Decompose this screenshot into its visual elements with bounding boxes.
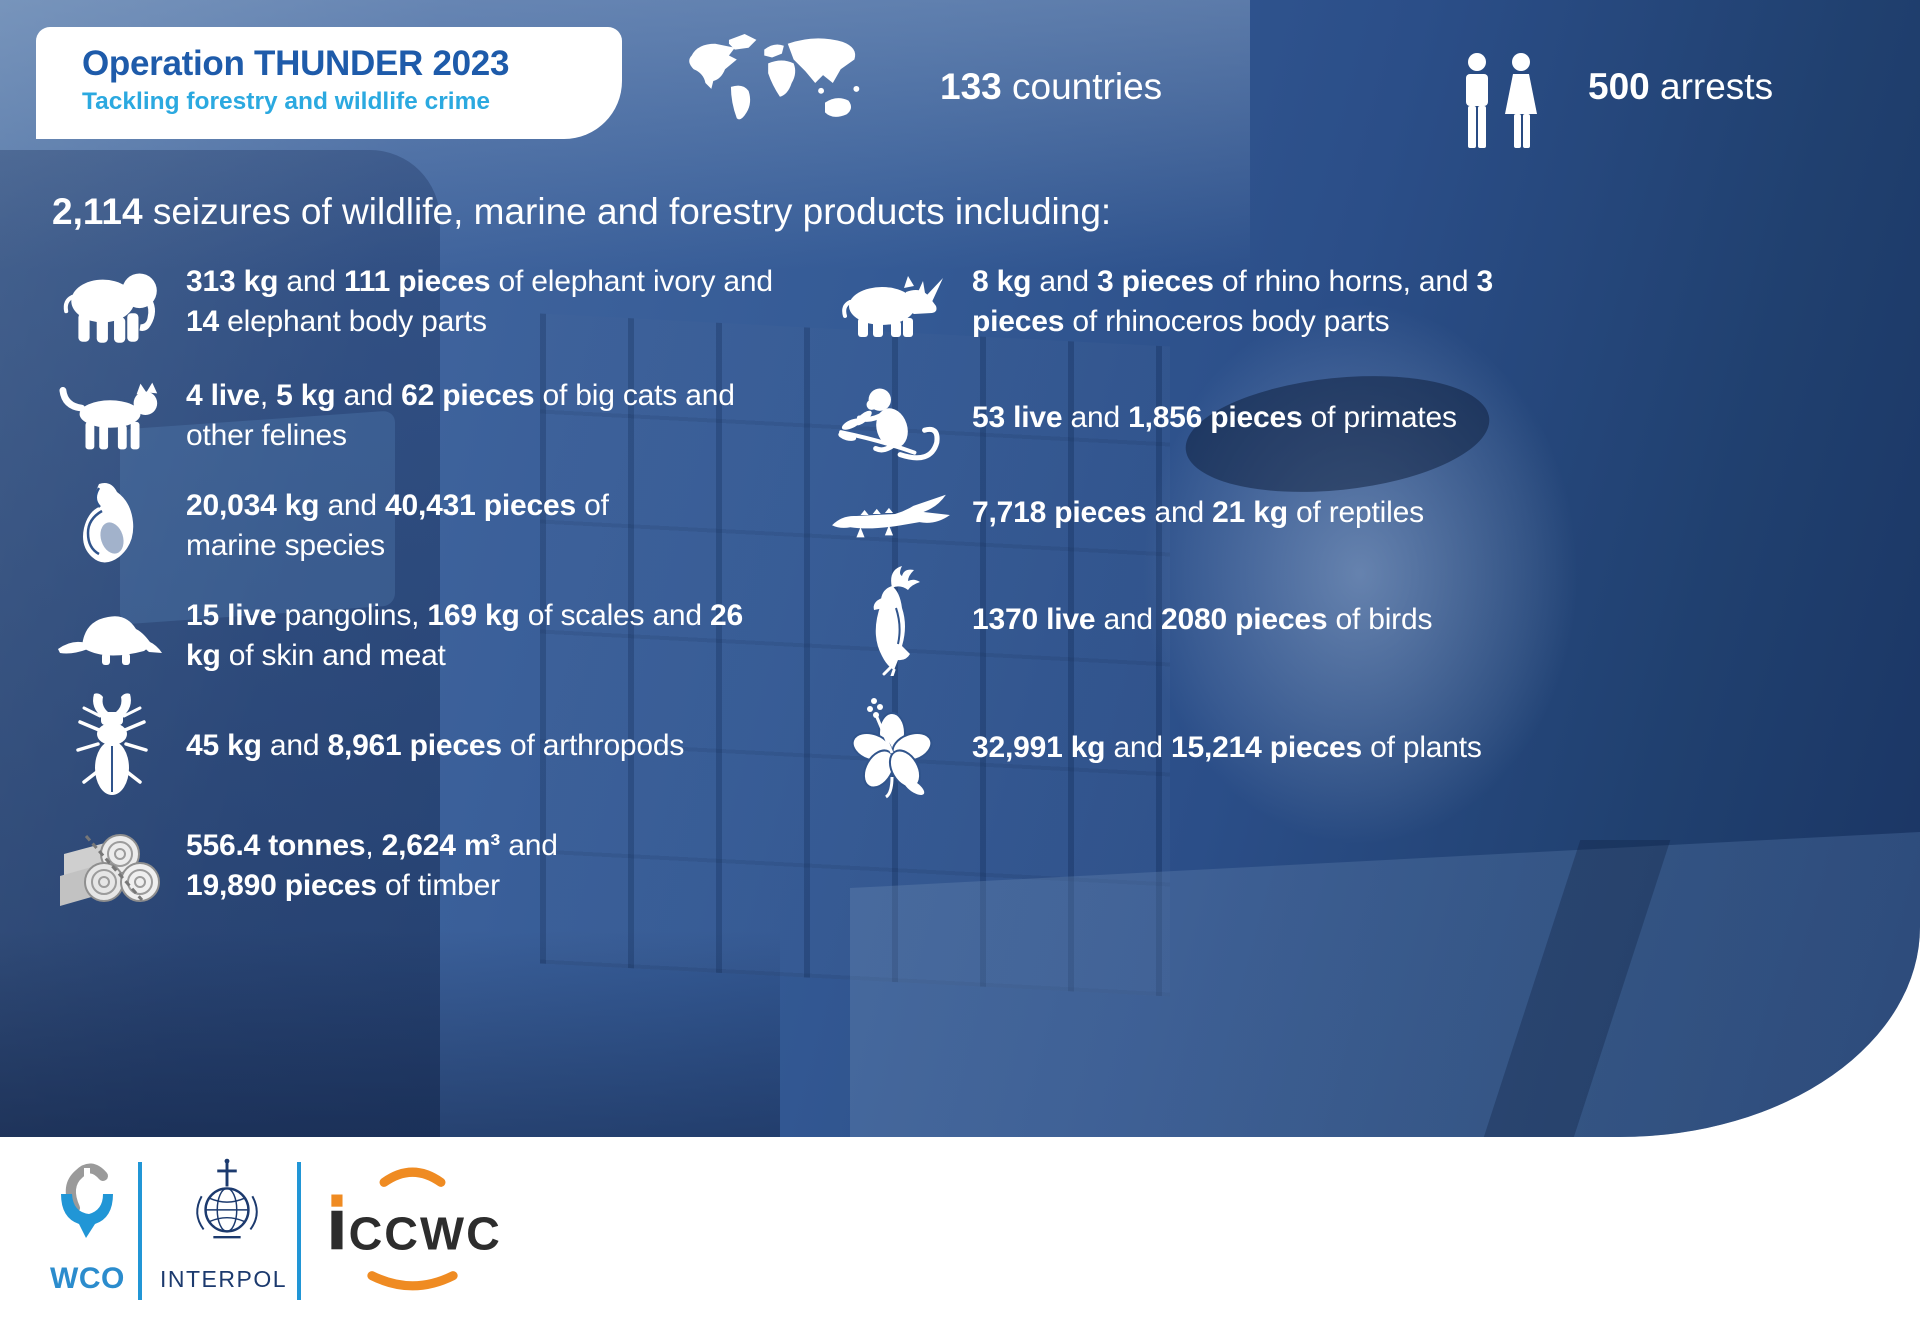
photo-dark-corner bbox=[0, 930, 780, 1137]
wco-logo bbox=[61, 1163, 113, 1238]
item-birds-text: 1370 live and 2080 pieces of birds bbox=[972, 603, 1433, 636]
wco-label: WCO bbox=[50, 1262, 125, 1295]
item-plants-text: 32,991 kg and 15,214 pieces of plants bbox=[972, 731, 1482, 764]
hibiscus-icon bbox=[812, 697, 972, 799]
arrests-stat: 500 arrests bbox=[1588, 66, 1773, 108]
cockatoo-icon bbox=[812, 564, 972, 676]
crocodile-icon bbox=[812, 486, 972, 540]
photo-airplane-nose bbox=[1070, 250, 1650, 970]
item-marine: 20,034 kg and 40,431 pieces of marine sp… bbox=[38, 470, 788, 582]
item-pangolin: 15 live pangolins, 169 kg of scales and … bbox=[38, 580, 788, 692]
page-title: Operation THUNDER 2023 bbox=[82, 44, 510, 83]
footer-divider bbox=[297, 1162, 301, 1300]
shell-icon bbox=[38, 480, 186, 572]
item-rhino: 8 kg and 3 pieces of rhino horns, and 3 … bbox=[812, 246, 1587, 358]
title-card: Operation THUNDER 2023 Tackling forestry… bbox=[36, 27, 622, 139]
item-rhino-text: 8 kg and 3 pieces of rhino horns, and 3 … bbox=[972, 265, 1493, 338]
world-map-icon bbox=[689, 34, 860, 120]
item-arthropods-text: 45 kg and 8,961 pieces of arthropods bbox=[186, 729, 685, 762]
big-cat-icon bbox=[38, 380, 186, 452]
item-timber: 556.4 tonnes, 2,624 m³ and 19,890 pieces… bbox=[38, 806, 788, 926]
item-marine-text: 20,034 kg and 40,431 pieces of marine sp… bbox=[186, 489, 609, 562]
item-timber-text: 556.4 tonnes, 2,624 m³ and 19,890 pieces… bbox=[186, 829, 558, 902]
monkey-icon bbox=[812, 371, 972, 465]
item-primates-text: 53 live and 1,856 pieces of primates bbox=[972, 401, 1457, 434]
arrests-label: arrests bbox=[1649, 66, 1774, 107]
item-elephant: 313 kg and 111 pieces of elephant ivory … bbox=[38, 246, 788, 358]
man-woman-icon bbox=[1466, 53, 1537, 148]
item-pangolin-text: 15 live pangolins, 169 kg of scales and … bbox=[186, 599, 744, 672]
item-arthropods: 45 kg and 8,961 pieces of arthropods bbox=[38, 690, 788, 802]
elephant-icon bbox=[38, 260, 186, 344]
countries-stat: 133 countries bbox=[940, 66, 1162, 108]
footer-divider bbox=[138, 1162, 142, 1300]
infographic-panel: Operation THUNDER 2023 Tackling forestry… bbox=[0, 0, 1920, 1137]
interpol-label: INTERPOL bbox=[160, 1266, 288, 1292]
item-primates: 53 live and 1,856 pieces of primates bbox=[812, 362, 1587, 474]
item-big-cats-text: 4 live, 5 kg and 62 pieces of big cats a… bbox=[186, 379, 735, 452]
iccwc-logo: CCWC bbox=[331, 1167, 502, 1291]
item-big-cats: 4 live, 5 kg and 62 pieces of big cats a… bbox=[38, 360, 788, 472]
intro-line: 2,114 seizures of wildlife, marine and f… bbox=[52, 191, 1112, 232]
arrests-value: 500 bbox=[1588, 66, 1650, 107]
item-plants: 32,991 kg and 15,214 pieces of plants bbox=[812, 688, 1587, 808]
item-reptiles: 7,718 pieces and 21 kg of reptiles bbox=[812, 458, 1587, 568]
rhino-icon bbox=[812, 266, 972, 338]
iccwc-label: CCWC bbox=[349, 1207, 502, 1259]
interpol-logo bbox=[196, 1158, 258, 1239]
countries-label: countries bbox=[1001, 66, 1163, 107]
item-birds: 1370 live and 2080 pieces of birds bbox=[812, 560, 1587, 680]
timber-icon bbox=[38, 820, 186, 912]
countries-value: 133 bbox=[940, 66, 1002, 107]
pangolin-icon bbox=[38, 605, 186, 667]
beetle-icon bbox=[38, 690, 186, 802]
item-reptiles-text: 7,718 pieces and 21 kg of reptiles bbox=[972, 496, 1424, 529]
page-subtitle: Tackling forestry and wildlife crime bbox=[82, 88, 490, 115]
item-elephant-text: 313 kg and 111 pieces of elephant ivory … bbox=[186, 265, 773, 338]
